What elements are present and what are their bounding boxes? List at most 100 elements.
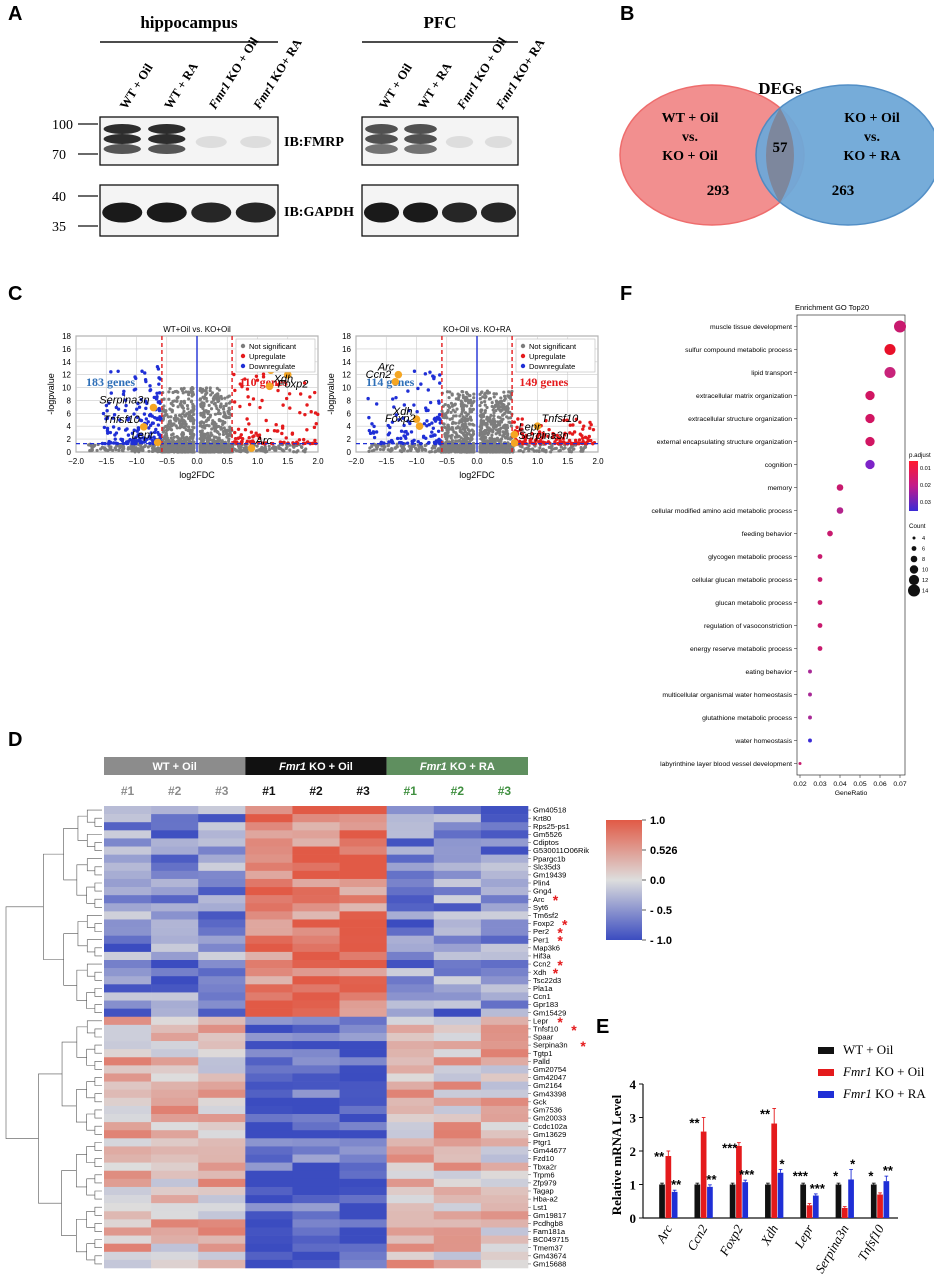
- heatmap-cell: [198, 1195, 246, 1204]
- point-not-significant: [150, 449, 155, 454]
- point-downregulate: [403, 430, 407, 434]
- heatmap-cell: [433, 1122, 482, 1131]
- point-not-significant: [206, 416, 210, 421]
- mw-marker: 70: [52, 148, 66, 163]
- point-downregulate: [121, 392, 126, 396]
- heatmap-cell: [292, 1049, 340, 1058]
- significance-star: *: [553, 892, 559, 908]
- heatmap-cell: [104, 1065, 152, 1074]
- y-tick-label: 10: [342, 384, 351, 393]
- heatmap-cell: [104, 1178, 152, 1188]
- heatmap-cell: [245, 1122, 293, 1131]
- lane-label: WT + RA: [415, 60, 454, 112]
- point-not-significant: [496, 438, 500, 443]
- point-not-significant: [467, 432, 471, 436]
- point-upregulate: [565, 418, 569, 422]
- point-not-significant: [461, 390, 465, 394]
- heatmap-cell: [104, 822, 152, 831]
- point-upregulate: [578, 432, 583, 436]
- x-tick-label: 1.0: [252, 457, 264, 466]
- heatmap-cell: [104, 1219, 152, 1228]
- heatmap-cell: [386, 806, 435, 815]
- point-not-significant: [228, 430, 232, 434]
- gene-label: G530011O06Rik: [533, 846, 589, 855]
- point-not-significant: [176, 405, 180, 409]
- point-not-significant: [454, 414, 458, 418]
- point-upregulate: [591, 427, 596, 432]
- highlight-point: [510, 430, 519, 439]
- point-downregulate: [406, 419, 410, 423]
- point-not-significant: [169, 415, 173, 419]
- point-downregulate: [134, 435, 138, 440]
- point-not-significant: [168, 386, 172, 391]
- point-downregulate: [399, 429, 404, 433]
- point-not-significant: [461, 415, 465, 419]
- heatmap-cell: [386, 1178, 435, 1188]
- point-not-significant: [213, 394, 217, 398]
- heatmap-cell: [245, 814, 293, 823]
- point-not-significant: [204, 450, 208, 454]
- lane-label: WT + Oil: [117, 61, 156, 112]
- bar: [659, 1184, 665, 1218]
- go-term-label: extracellular structure organization: [688, 416, 792, 423]
- point-not-significant: [104, 448, 108, 452]
- point-not-significant: [455, 435, 459, 439]
- highlight-label: Serpina3n: [99, 395, 149, 407]
- heatmap-cell: [245, 1130, 293, 1139]
- heatmap-group-header: [104, 757, 246, 775]
- heatmap-cell: [245, 1114, 293, 1123]
- y-tick-label: 18: [62, 332, 71, 341]
- point-not-significant: [167, 420, 171, 425]
- point-not-significant: [185, 446, 189, 451]
- point-downregulate: [436, 429, 441, 434]
- heatmap-cell: [480, 1170, 529, 1180]
- point-downregulate: [438, 421, 442, 425]
- heatmap-cell: [433, 943, 482, 953]
- x-tick-label: −1.5: [98, 457, 114, 466]
- point-downregulate: [368, 431, 373, 436]
- point-downregulate: [387, 440, 391, 444]
- point-not-significant: [508, 416, 513, 420]
- point-not-significant: [227, 412, 231, 416]
- heatmap-cell: [480, 1219, 529, 1228]
- blot-band: [365, 144, 398, 154]
- point-not-significant: [190, 437, 195, 441]
- point-downregulate: [388, 425, 392, 430]
- heatmap-cell: [245, 927, 293, 936]
- blot-band: [480, 202, 517, 223]
- point-not-significant: [224, 448, 228, 452]
- heatmap-cell: [433, 838, 482, 847]
- point-downregulate: [412, 369, 417, 373]
- point-not-significant: [207, 424, 211, 428]
- highlight-label: Arc: [377, 362, 395, 374]
- significance-label: **: [689, 1116, 700, 1131]
- heatmap-cell: [151, 992, 199, 1001]
- point-upregulate: [247, 422, 251, 426]
- heatmap-cell: [433, 1130, 482, 1139]
- point-not-significant: [424, 443, 428, 447]
- point-upregulate: [235, 440, 239, 444]
- point-not-significant: [212, 447, 217, 452]
- heatmap-cell: [198, 830, 246, 839]
- heatmap-cell: [198, 1146, 246, 1155]
- legend-marker: [520, 363, 526, 369]
- point-not-significant: [537, 449, 541, 454]
- point-downregulate: [423, 372, 428, 376]
- point-not-significant: [117, 448, 121, 452]
- category-label: Arc: [653, 1222, 676, 1246]
- lane-label: WT + RA: [161, 60, 200, 112]
- point-not-significant: [214, 435, 218, 439]
- point-not-significant: [201, 449, 205, 453]
- heatmap-cell: [386, 1251, 435, 1261]
- heatmap-cell: [433, 1154, 482, 1163]
- point-not-significant: [487, 417, 491, 421]
- point-downregulate: [154, 427, 158, 432]
- point-upregulate: [572, 430, 577, 434]
- point-downregulate: [148, 423, 153, 428]
- heatmap-cell: [292, 887, 340, 896]
- y-tick-label: 6: [67, 409, 72, 418]
- point-upregulate: [521, 435, 526, 440]
- heatmap-cell: [480, 1041, 529, 1050]
- heatmap-cell: [104, 1186, 152, 1196]
- point-not-significant: [191, 444, 196, 448]
